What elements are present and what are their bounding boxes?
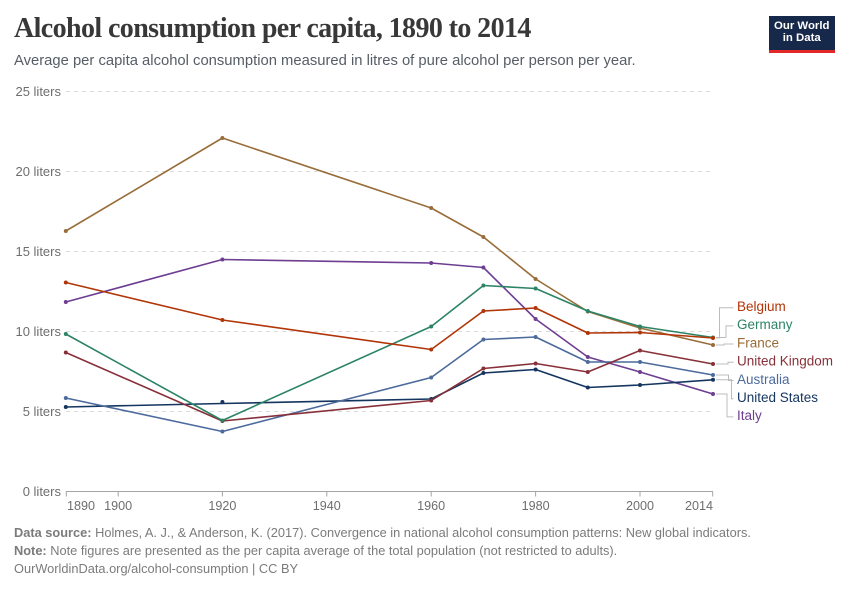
svg-text:Belgium: Belgium: [737, 299, 786, 314]
svg-text:1890: 1890: [67, 499, 95, 513]
svg-text:15 liters: 15 liters: [15, 244, 61, 259]
svg-text:1940: 1940: [313, 499, 341, 513]
svg-text:1920: 1920: [208, 499, 236, 513]
svg-text:2014: 2014: [685, 499, 713, 513]
svg-text:1960: 1960: [417, 499, 445, 513]
svg-text:2000: 2000: [626, 499, 654, 513]
svg-text:1900: 1900: [104, 499, 132, 513]
svg-text:United Kingdom: United Kingdom: [737, 354, 833, 369]
svg-text:1980: 1980: [522, 499, 550, 513]
svg-text:Australia: Australia: [737, 372, 790, 387]
svg-text:10 liters: 10 liters: [15, 324, 61, 339]
svg-text:20 liters: 20 liters: [15, 164, 61, 179]
svg-text:0 liters: 0 liters: [23, 484, 62, 499]
svg-text:Germany: Germany: [737, 317, 793, 332]
svg-text:5 liters: 5 liters: [23, 404, 62, 419]
svg-text:Italy: Italy: [737, 408, 762, 423]
svg-text:France: France: [737, 335, 779, 350]
svg-text:United States: United States: [737, 390, 818, 405]
svg-text:25 liters: 25 liters: [15, 84, 61, 99]
